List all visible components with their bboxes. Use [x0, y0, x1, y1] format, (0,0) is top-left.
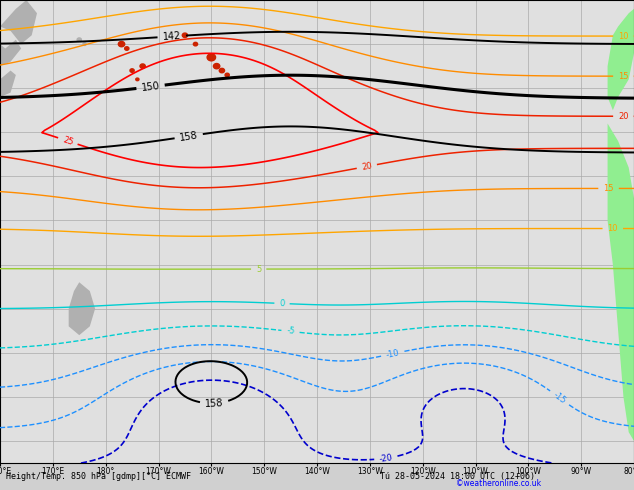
Text: 20: 20 [361, 161, 373, 172]
Text: 10: 10 [607, 224, 618, 233]
Circle shape [183, 33, 188, 37]
Circle shape [83, 43, 86, 46]
Polygon shape [0, 71, 16, 97]
Text: -10: -10 [385, 348, 401, 360]
Text: 0: 0 [279, 299, 285, 308]
Text: 20: 20 [618, 112, 629, 121]
Circle shape [219, 69, 224, 73]
Text: Height/Temp. 850 hPa [gdmp][°C] ECMWF: Height/Temp. 850 hPa [gdmp][°C] ECMWF [6, 472, 191, 481]
Circle shape [130, 69, 134, 73]
Text: 15: 15 [618, 72, 629, 81]
Circle shape [140, 64, 145, 69]
Text: 158: 158 [179, 130, 198, 143]
Circle shape [77, 38, 81, 42]
Polygon shape [607, 123, 634, 441]
Text: 5: 5 [256, 265, 261, 273]
Circle shape [207, 54, 216, 61]
Circle shape [136, 78, 139, 81]
Text: -20: -20 [378, 453, 393, 464]
Text: 15: 15 [604, 184, 614, 193]
Text: 142: 142 [162, 31, 181, 42]
Text: Tú 28-05-2024 18:00 UTC (12+06): Tú 28-05-2024 18:00 UTC (12+06) [380, 472, 535, 481]
Text: 158: 158 [205, 398, 224, 409]
Circle shape [214, 64, 220, 69]
Text: 10: 10 [618, 31, 629, 41]
Text: 150: 150 [141, 81, 160, 93]
Circle shape [225, 73, 230, 77]
Polygon shape [607, 9, 634, 110]
Text: ©weatheronline.co.uk: ©weatheronline.co.uk [456, 479, 541, 488]
Polygon shape [0, 40, 21, 66]
Circle shape [125, 47, 129, 50]
Circle shape [119, 42, 125, 47]
Polygon shape [68, 282, 95, 335]
Text: -5: -5 [286, 326, 295, 336]
Text: -15: -15 [552, 390, 567, 406]
Polygon shape [0, 0, 37, 44]
Text: 25: 25 [61, 135, 74, 147]
Circle shape [193, 42, 198, 46]
